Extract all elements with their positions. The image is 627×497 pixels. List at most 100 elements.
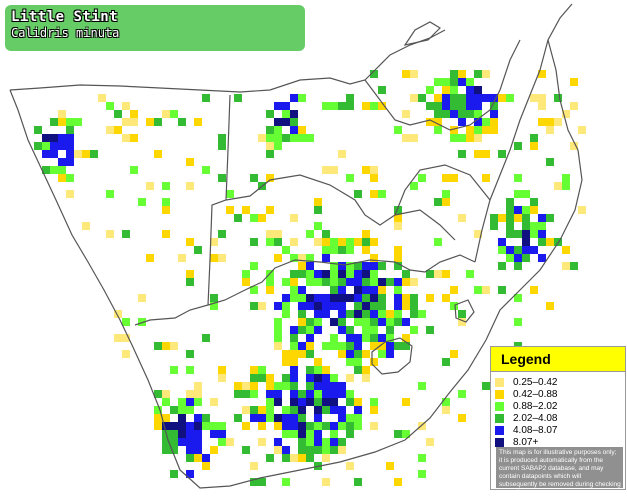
grid-cell [202,462,210,470]
grid-cell [378,294,386,302]
grid-cell [418,422,426,430]
grid-cell [410,326,418,334]
grid-cell [314,382,322,390]
grid-cell [386,462,394,470]
grid-cell [162,230,170,238]
grid-cell [290,350,298,358]
grid-cell [242,382,250,390]
grid-cell [426,86,434,94]
grid-cell [506,246,514,254]
grid-cell [290,430,298,438]
grid-cell [426,270,434,278]
grid-cell [274,390,282,398]
grid-cell [298,318,306,326]
grid-cell [266,230,274,238]
grid-cell [290,374,298,382]
grid-cell [306,350,314,358]
grid-cell [130,118,138,126]
grid-cell [306,366,314,374]
grid-cell [306,374,314,382]
grid-cell [378,318,386,326]
grid-cell [290,94,298,102]
grid-cell [218,134,226,142]
grid-cell [274,446,282,454]
grid-cell [178,414,186,422]
grid-cell [450,102,458,110]
legend-item: 0.42–0.88 [495,388,625,400]
grid-cell [250,374,258,382]
grid-cell [338,302,346,310]
grid-cell [162,110,170,118]
grid-cell [314,398,322,406]
grid-cell [538,222,546,230]
grid-cell [514,190,522,198]
grid-cell [338,350,346,358]
grid-cell [298,286,306,294]
grid-cell [82,150,90,158]
grid-cell [282,118,290,126]
grid-cell [442,358,450,366]
grid-cell [338,342,346,350]
grid-cell [490,126,498,134]
grid-cell [202,454,210,462]
grid-cell [154,150,162,158]
grid-cell [514,262,522,270]
grid-cell [274,230,282,238]
grid-cell [498,150,506,158]
grid-cell [530,222,538,230]
grid-cell [354,294,362,302]
grid-cell [210,254,218,262]
grid-cell [370,302,378,310]
grid-cell [298,254,306,262]
grid-cell [362,310,370,318]
legend-swatch [495,377,504,387]
grid-cell [394,222,402,230]
grid-cell [402,278,410,286]
grid-cell [378,286,386,294]
grid-cell [194,398,202,406]
grid-cell [330,270,338,278]
grid-cell [298,94,306,102]
grid-cell [306,270,314,278]
grid-cell [298,262,306,270]
grid-cell [362,326,370,334]
grid-cell [290,254,298,262]
grid-cell [362,350,370,358]
grid-cell [274,398,282,406]
grid-cell [474,286,482,294]
grid-cell [330,438,338,446]
grid-cell [402,270,410,278]
grid-cell [354,278,362,286]
grid-cell [42,150,50,158]
grid-cell [186,454,194,462]
grid-cell [106,190,114,198]
grid-cell [314,294,322,302]
grid-cell [466,78,474,86]
grid-cell [266,398,274,406]
grid-cell [250,174,258,182]
grid-cell [346,398,354,406]
grid-cell [402,110,410,118]
grid-cell [386,350,394,358]
grid-cell [410,278,418,286]
grid-cell [306,134,314,142]
grid-cell [338,326,346,334]
grid-cell [314,238,322,246]
grid-cell [370,254,378,262]
grid-cell [386,318,394,326]
grid-cell [370,334,378,342]
grid-cell [346,422,354,430]
grid-cell [338,406,346,414]
grid-cell [362,278,370,286]
grid-cell [178,430,186,438]
grid-cell [410,310,418,318]
grid-cell [554,182,562,190]
grid-cell [402,134,410,142]
grid-cell [474,150,482,158]
grid-cell [498,262,506,270]
grid-cell [290,342,298,350]
grid-cell [218,366,226,374]
grid-cell [242,206,250,214]
grid-cell [442,198,450,206]
grid-cell [498,214,506,222]
